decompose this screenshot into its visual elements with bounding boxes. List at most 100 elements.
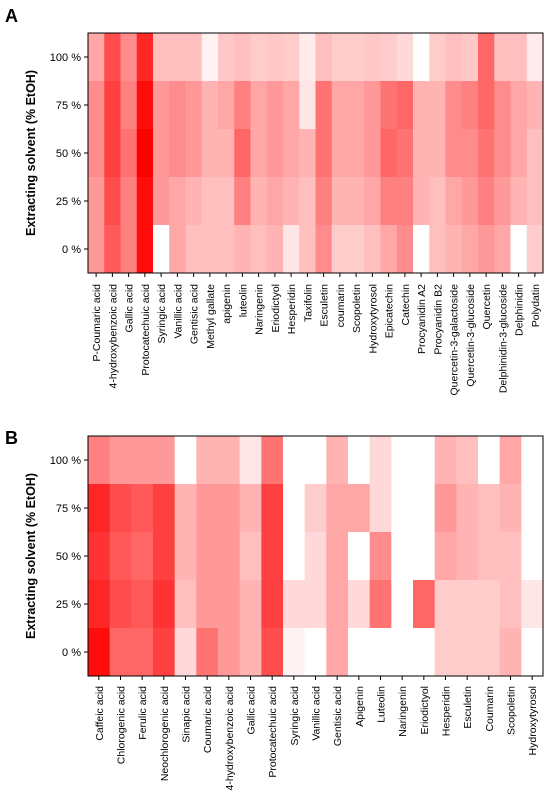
heatmap-cell xyxy=(109,532,132,581)
heatmap-cell xyxy=(239,532,262,581)
heatmap-cell xyxy=(196,628,219,677)
heatmap-cell xyxy=(218,484,241,533)
heatmap-cell xyxy=(391,532,414,581)
x-tick-label: apigenin xyxy=(221,284,233,324)
x-tick-label: Apigenin xyxy=(354,686,366,727)
heatmap-cell xyxy=(461,129,479,178)
x-tick-label: Esculetin xyxy=(462,686,474,729)
heatmap-cell xyxy=(153,580,176,629)
heatmap-cell xyxy=(299,225,316,274)
heatmap-cell xyxy=(283,33,300,82)
heatmap-cell xyxy=(196,580,219,629)
heatmap-cell xyxy=(88,129,105,178)
heatmap-cell xyxy=(153,484,176,533)
heatmap-cell xyxy=(478,532,501,581)
heatmap-cell xyxy=(131,580,154,629)
heatmap-cell xyxy=(429,129,446,178)
heatmap-cell xyxy=(396,129,414,178)
heatmap-cell xyxy=(380,33,398,82)
x-tick-label: Hydroxytyrosol xyxy=(527,686,539,755)
heatmap-cell xyxy=(413,33,430,82)
heatmap-cell xyxy=(429,81,446,130)
y-tick-label: 50 % xyxy=(56,148,81,160)
heatmap-cell xyxy=(348,33,365,82)
x-tick-label: Gentisic acid xyxy=(332,686,344,746)
heatmap-cell xyxy=(283,436,306,485)
heatmap-cell xyxy=(396,33,414,82)
heatmap-cell xyxy=(201,129,219,178)
x-tick-label: Eriodictyol xyxy=(270,284,282,332)
heatmap-cell xyxy=(120,225,138,274)
heatmap-cell xyxy=(239,484,262,533)
heatmap-cell xyxy=(169,225,186,274)
heatmap-cell xyxy=(185,177,203,226)
heatmap-cell xyxy=(429,33,446,82)
y-tick-label: 25 % xyxy=(56,599,81,611)
heatmap-cell xyxy=(169,81,186,130)
heatmap-cell xyxy=(434,628,457,677)
heatmap-cell xyxy=(120,177,138,226)
heatmap-cell xyxy=(131,436,154,485)
heatmap-cell xyxy=(315,33,333,82)
heatmap-cell xyxy=(434,532,457,581)
heatmap-cell xyxy=(239,580,262,629)
heatmap-cell xyxy=(304,484,327,533)
heatmap-cell xyxy=(131,532,154,581)
heatmap-cell xyxy=(315,129,333,178)
x-tick-label: Vanillic acid xyxy=(172,284,184,339)
heatmap-cell xyxy=(88,580,111,629)
heatmap-cell xyxy=(413,580,436,629)
heatmap-cell xyxy=(326,484,349,533)
y-tick-label: 75 % xyxy=(56,100,81,112)
heatmap-cell xyxy=(169,129,186,178)
heatmap-cell xyxy=(413,81,430,130)
heatmap-cell xyxy=(348,129,365,178)
heatmap-cell xyxy=(494,225,511,274)
heatmap-cell xyxy=(104,33,121,82)
x-tick-label: Catechin xyxy=(400,284,412,326)
heatmap-cell xyxy=(413,484,436,533)
heatmap-cell xyxy=(494,33,511,82)
heatmap-cell xyxy=(434,580,457,629)
heatmap-cell xyxy=(510,225,528,274)
heatmap-cell xyxy=(88,177,105,226)
x-tick-label: Esculetin xyxy=(319,284,331,327)
x-tick-label: luteolin xyxy=(237,284,249,317)
x-tick-label: 4-hydroxybenzoic acid xyxy=(224,686,236,791)
heatmap-cell xyxy=(369,628,392,677)
heatmap-cell xyxy=(429,177,446,226)
heatmap-cell xyxy=(445,225,463,274)
heatmap-cell xyxy=(413,129,430,178)
heatmap-cell xyxy=(521,436,544,485)
x-tick-label: P-Coumaric acid xyxy=(91,284,103,362)
heatmap-cell xyxy=(331,225,349,274)
heatmap-cell xyxy=(521,628,544,677)
heatmap-cell xyxy=(456,532,479,581)
x-tick-label: Neochlorogenic acid xyxy=(159,686,171,781)
heatmap-cell xyxy=(153,628,176,677)
x-tick-label: Eriodictyol xyxy=(419,686,431,734)
heatmap-cell xyxy=(413,628,436,677)
heatmap-cell xyxy=(218,177,235,226)
heatmap-cell xyxy=(109,484,132,533)
heatmap-cell xyxy=(218,129,235,178)
heatmap-cell xyxy=(521,580,544,629)
y-tick-label: 0 % xyxy=(62,244,81,256)
heatmap-cell xyxy=(283,81,300,130)
x-tick-label: Luteolin xyxy=(376,686,388,723)
heatmap-cell xyxy=(218,436,241,485)
heatmap-cell xyxy=(315,177,333,226)
heatmap-cell xyxy=(369,484,392,533)
x-tick-label: Protocatechuic acid xyxy=(267,686,279,778)
heatmap-cell xyxy=(88,225,105,274)
heatmap-cell xyxy=(136,177,154,226)
x-tick-label: Quercetin-3-glucoside xyxy=(465,284,477,387)
heatmap-cell xyxy=(185,225,203,274)
x-tick-label: Hydroxytyrosol xyxy=(367,284,379,353)
heatmap-cell xyxy=(261,532,284,581)
heatmap-cell xyxy=(174,580,197,629)
heatmap-cell xyxy=(494,81,511,130)
heatmap-cell xyxy=(266,81,284,130)
heatmap-cell xyxy=(174,532,197,581)
heatmap-cell xyxy=(315,81,333,130)
